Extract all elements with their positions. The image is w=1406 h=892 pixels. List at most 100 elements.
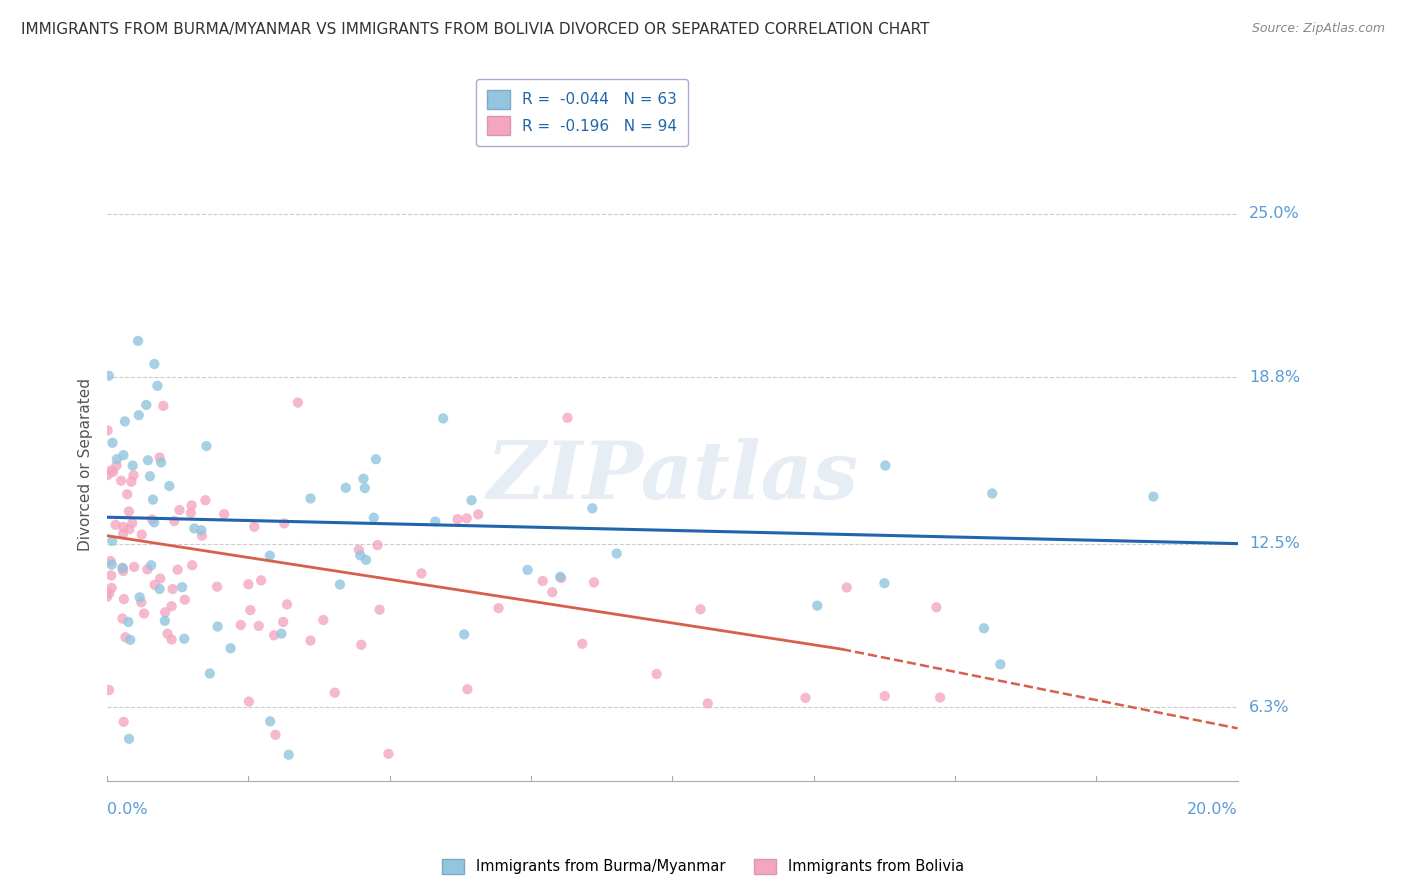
Point [287, 395, 309, 409]
Point [160, 599, 183, 614]
Point [173, 592, 195, 607]
Point [115, 487, 138, 501]
Point [353, 481, 375, 495]
Point [156, 626, 179, 640]
Point [349, 549, 371, 563]
Point [128, 408, 150, 422]
Point [194, 493, 217, 508]
Point [323, 686, 346, 700]
Point [207, 619, 229, 633]
Point [205, 580, 228, 594]
Point [1142, 490, 1164, 504]
Point [243, 519, 266, 533]
Point [100, 463, 122, 477]
Point [141, 512, 163, 526]
Point [111, 561, 134, 575]
Point [97, 424, 120, 438]
Point [163, 514, 186, 528]
Point [112, 714, 135, 729]
Point [467, 508, 489, 522]
Point [101, 465, 124, 479]
Point [456, 511, 478, 525]
Point [114, 414, 136, 428]
Point [981, 486, 1004, 500]
Point [557, 410, 579, 425]
Point [112, 520, 135, 534]
Point [112, 592, 135, 607]
Point [238, 694, 260, 708]
Point [169, 503, 191, 517]
Point [806, 599, 828, 613]
Point [101, 558, 124, 572]
Point [352, 472, 374, 486]
Point [689, 602, 711, 616]
Point [100, 581, 122, 595]
Point [150, 455, 173, 469]
Point [152, 399, 174, 413]
Point [425, 515, 447, 529]
Point [582, 575, 605, 590]
Point [173, 632, 195, 646]
Point [105, 458, 128, 473]
Point [354, 553, 377, 567]
Point [143, 516, 166, 530]
Point [143, 357, 166, 371]
Point [141, 558, 163, 573]
Point [111, 526, 134, 541]
Point [180, 499, 202, 513]
Point [118, 522, 141, 536]
Point [271, 615, 294, 629]
Point [270, 626, 292, 640]
Point [460, 493, 482, 508]
Point [166, 563, 188, 577]
Point [110, 474, 132, 488]
Point [97, 368, 120, 383]
Point [516, 563, 538, 577]
Point [101, 533, 124, 548]
Point [925, 600, 948, 615]
Legend: R =  -0.044   N = 63, R =  -0.196   N = 94: R = -0.044 N = 63, R = -0.196 N = 94 [477, 79, 688, 145]
Point [250, 574, 273, 588]
Point [247, 619, 270, 633]
Point [794, 690, 817, 705]
Text: ZIPatlas: ZIPatlas [486, 438, 859, 516]
Point [191, 529, 214, 543]
Point [366, 538, 388, 552]
Legend: Immigrants from Burma/Myanmar, Immigrants from Bolivia: Immigrants from Burma/Myanmar, Immigrant… [436, 853, 970, 880]
Point [453, 627, 475, 641]
Point [541, 585, 564, 599]
Text: 18.8%: 18.8% [1249, 370, 1301, 384]
Point [96, 590, 118, 604]
Point [335, 481, 357, 495]
Point [181, 558, 204, 573]
Point [299, 491, 322, 506]
Point [973, 621, 995, 635]
Point [146, 379, 169, 393]
Point [104, 517, 127, 532]
Y-axis label: Divorced or Separated: Divorced or Separated [79, 378, 93, 551]
Text: 0.0%: 0.0% [107, 802, 148, 817]
Point [571, 637, 593, 651]
Point [121, 458, 143, 473]
Point [139, 469, 162, 483]
Point [190, 523, 212, 537]
Point [122, 560, 145, 574]
Point [131, 595, 153, 609]
Point [456, 682, 478, 697]
Point [198, 666, 221, 681]
Point [329, 577, 352, 591]
Point [195, 439, 218, 453]
Text: 12.5%: 12.5% [1249, 536, 1299, 551]
Point [264, 728, 287, 742]
Point [411, 566, 433, 581]
Point [120, 632, 142, 647]
Point [98, 586, 121, 600]
Point [127, 334, 149, 348]
Point [153, 605, 176, 619]
Point [157, 479, 180, 493]
Point [350, 638, 373, 652]
Point [132, 607, 155, 621]
Point [696, 697, 718, 711]
Point [212, 507, 235, 521]
Point [101, 435, 124, 450]
